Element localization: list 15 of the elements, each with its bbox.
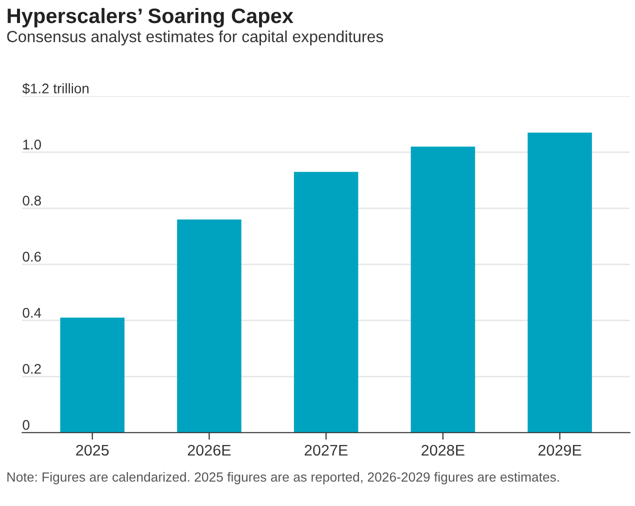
y-tick-label: 0.8: [22, 196, 41, 206]
y-tick-label: 0.6: [22, 252, 41, 262]
x-tick-label: 2027E: [304, 444, 348, 456]
x-tick-label: 2028E: [422, 444, 464, 456]
y-tick-label: 0.2: [22, 364, 41, 374]
y-tick-label: 0.4: [22, 308, 42, 318]
text: Note: Figures are calendarized. 2025 figures are as reported, 2026-2029 figures are estimates.: [7, 472, 559, 484]
chart-subtitle: Consensus analyst estimates for capital expenditures: [7, 30, 384, 46]
x-tick-label: 2026E: [188, 444, 231, 456]
x-tick-label: 2029E: [538, 444, 582, 456]
y-tick-label: 1.0: [23, 140, 41, 150]
y-tick-label: $1.2 trillion: [22, 82, 88, 94]
chart-title: Hyperscalers’ Soaring Capex: [8, 8, 294, 28]
x-tick-label: 2025: [76, 444, 109, 456]
y-tick-label: 0: [22, 420, 30, 430]
